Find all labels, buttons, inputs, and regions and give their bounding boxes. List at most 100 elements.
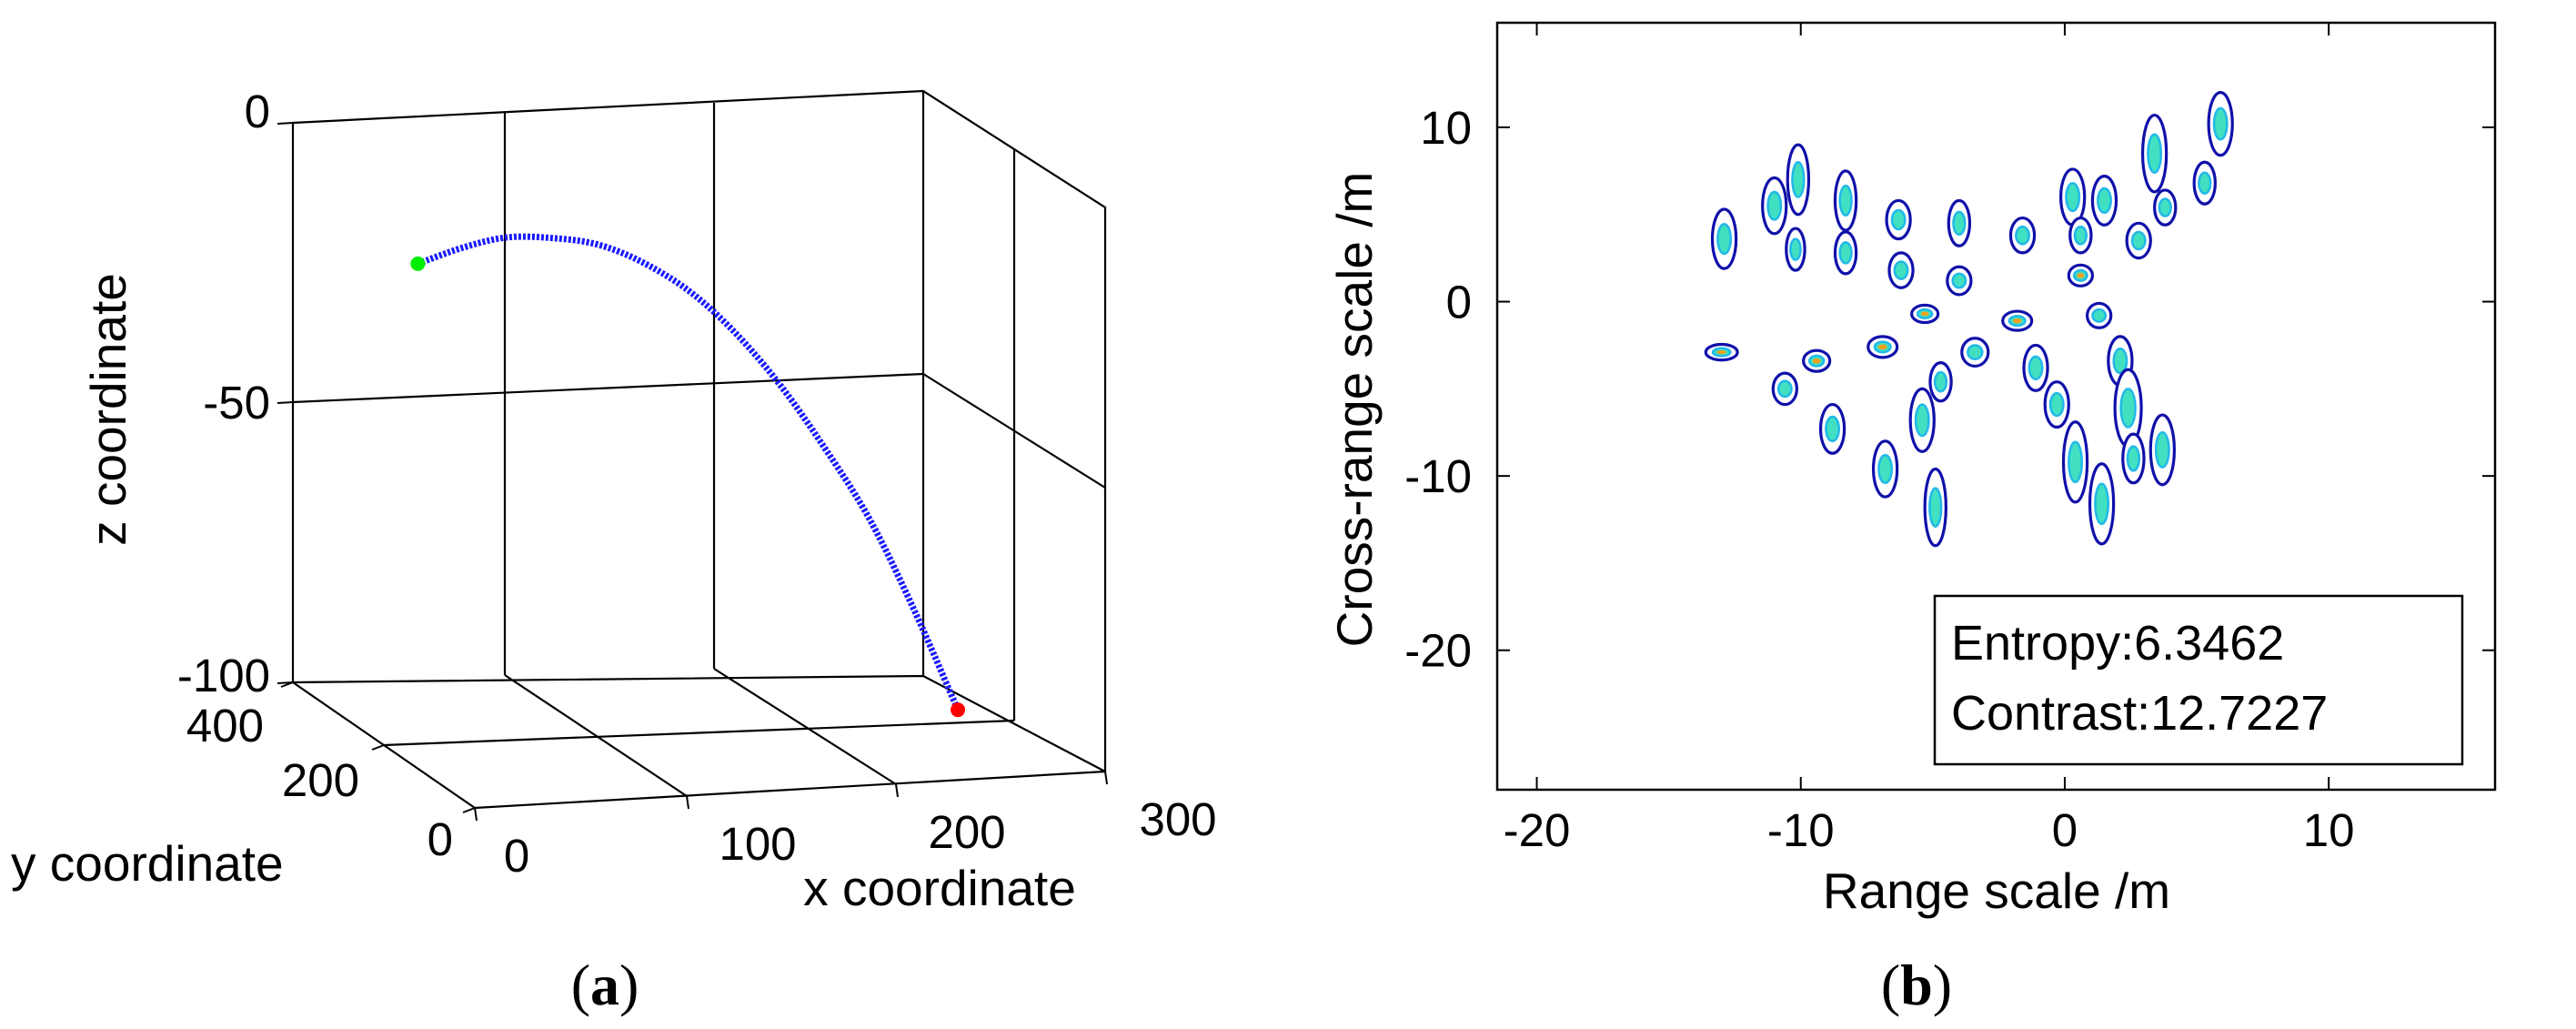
scatterer-inner-contour [2126,445,2141,472]
caption-a-letter: a [590,953,619,1017]
scatterer-7 [1887,251,1915,289]
scatterer-inner-contour [1951,272,1967,289]
scatterer-inner-contour [2065,182,2081,213]
scatterer-8 [1947,198,1972,247]
scatterer-inner-contour [2073,225,2088,246]
scatterer-5 [1785,227,1806,272]
range-tick-minus20: -20 [1504,804,1571,856]
scatterer-32 [1923,467,1947,548]
scatterer-38 [2113,368,2143,449]
scatterer-inner-contour [1877,453,1894,485]
scatterer-35 [2061,420,2089,504]
scatterer-inner-contour [1838,184,1853,217]
scatterer-16 [2153,188,2178,227]
scatterer-40 [2148,413,2176,487]
scatterer-inner-contour [2094,482,2110,526]
scatterer-inner-contour [1967,344,1984,361]
metrics-legend: Entropy:6.3462 Contrast:12.7227 [1933,594,2464,766]
caption-b: (b) [1881,953,1952,1017]
scatterer-peak [1877,344,1887,350]
scatterer-inner-contour [2097,187,2112,215]
scatterer-inner-contour [1928,487,1943,528]
scatterer-peak [2012,318,2022,324]
scatterer-inner-contour [2147,133,2163,175]
scatterer-inner-contour [2068,440,2083,484]
scatterer-inner-contour [1893,260,1909,280]
z-tick-minus100: -100 [177,650,270,701]
scatterer-21 [1704,342,1739,362]
scatterer-peak [2077,272,2085,278]
z-tick-minus50: -50 [203,377,270,429]
z-tick-0: 0 [245,86,270,137]
trajectory-line [417,233,961,711]
scatterer-inner-contour [1890,208,1907,231]
x-tick-200: 200 [928,806,1005,858]
scatterer-inner-contour [2158,197,2172,217]
trajectory-start-marker [410,256,426,271]
scatterer-12 [2090,175,2118,227]
y-tick-0: 0 [428,813,453,865]
scatterer-34 [2043,380,2070,429]
range-tick-minus10: -10 [1767,804,1835,856]
metrics-legend-box [1933,594,2464,766]
scatterer-3 [1833,169,1858,232]
caption-a: (a) [571,953,639,1017]
scatterer-inner-contour [1838,241,1853,265]
scatterer-28 [1818,402,1846,455]
scatterer-inner-contour [2119,388,2137,429]
trajectory-end-marker [951,702,966,718]
scatterer-0 [1710,207,1738,270]
scatterer-18 [2207,91,2234,157]
panel-b: -20 -10 0 10 -20 -10 0 10 Range scale /m… [1326,21,2497,919]
y-tick-400: 400 [186,700,264,752]
contrast-label: Contrast:12.7227 [1951,686,2328,741]
z-axis-label: z coordinate [80,273,136,546]
scatterer-27 [1771,371,1798,407]
x-tick-300: 300 [1139,793,1216,845]
scatterer-peak [1716,349,1726,355]
scatterer-9 [1946,265,1973,297]
crossrange-tick-minus20: -20 [1404,625,1472,677]
x-tick-100: 100 [719,818,796,870]
scatterer-inner-contour [2154,430,2170,469]
scatterer-13 [2125,221,2152,260]
scatterer-22 [1802,348,1832,373]
scatterer-inner-contour [2198,171,2212,196]
scatterer-37 [2088,462,2116,546]
scatterer-4 [1833,230,1858,276]
scatterer-inner-contour [2130,230,2147,251]
scatterer-33 [2022,343,2049,392]
x-axis-label: x coordinate [803,860,1076,916]
scatterer-6 [1885,198,1912,241]
scatterer-inner-contour [2212,106,2229,141]
scatterer-inner-contour [2091,308,2108,323]
panel-b-tick-labels: -20 -10 0 10 -20 -10 0 10 [1404,102,2354,856]
scatterer-24 [1910,303,1940,325]
scatterer-2 [1786,143,1811,217]
y-axis-label: y coordinate [11,835,284,892]
range-tick-0: 0 [2052,804,2078,856]
scatterer-inner-contour [2015,225,2030,246]
scatterer-17 [2192,160,2217,206]
scatterer-15 [2140,113,2168,194]
scatterer-contours [1704,91,2234,548]
trajectory-series [410,233,966,718]
scatterer-inner-contour [1776,379,1793,398]
scatterer-inner-contour [1791,161,1806,198]
scatterer-inner-contour [2112,348,2128,375]
scatterer-25 [2001,309,2034,332]
scatterer-11 [2059,167,2087,227]
scatterer-inner-contour [1914,403,1930,438]
scatterer-1 [1761,176,1788,236]
y-tick-200: 200 [282,754,359,806]
scatterer-14 [2068,216,2093,255]
scatterer-20 [2086,301,2113,329]
range-axis-label: Range scale /m [1823,863,2170,919]
scatterer-30 [1928,361,1953,403]
scatterer-inner-contour [1766,190,1783,221]
entropy-label: Entropy:6.3462 [1951,616,2284,671]
scatterer-19 [2067,263,2095,288]
scatterer-inner-contour [1933,370,1948,393]
scatterer-inner-contour [2028,355,2044,381]
